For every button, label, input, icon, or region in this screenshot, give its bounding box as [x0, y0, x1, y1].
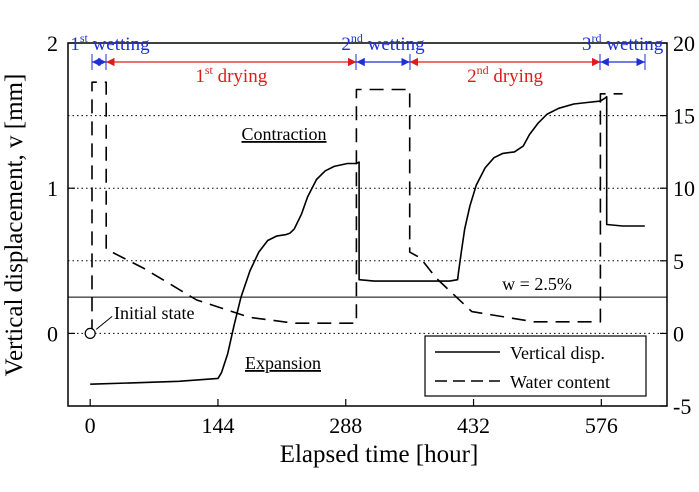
y2-tick-label: 0 [673, 321, 684, 346]
series-vertical-disp [90, 95, 645, 385]
series-water-content [91, 81, 623, 334]
phase-label-wetting: 2nd wetting [341, 31, 425, 55]
y2-tick-label: 15 [673, 104, 695, 129]
x-tick-label: 288 [329, 413, 362, 438]
phase-ordinal-suffix: nd [351, 31, 363, 45]
y2-tick-label: 5 [673, 249, 684, 274]
phase-ordinal-suffix: st [80, 31, 89, 45]
y-tick-label: 0 [47, 321, 58, 346]
y-tick-label: 1 [47, 176, 58, 201]
phase-number: 1 [195, 66, 205, 87]
phase-number: 1 [70, 34, 80, 55]
x-tick-label: 144 [201, 413, 234, 438]
contraction-label: Contraction [242, 124, 327, 144]
x-axis-label: Elapsed time [hour] [280, 441, 479, 468]
phase-label-drying: 2nd drying [467, 63, 543, 87]
x-tick-label: 0 [85, 413, 96, 438]
phase-ordinal-suffix: st [205, 63, 214, 77]
x-tick-label: 432 [457, 413, 490, 438]
phase-name: wetting [602, 34, 664, 55]
phase-label-wetting: 3rd wetting [582, 31, 664, 55]
legend-item-vertical-disp: Vertical disp. [510, 343, 605, 363]
y-axis-label: Vertical displacement, v [mm] [1, 74, 28, 377]
legend-item-water-content: Water content [510, 372, 610, 392]
phase-name: drying [489, 66, 544, 87]
phase-ordinal-suffix: rd [592, 31, 602, 45]
phase-ordinal-suffix: nd [477, 63, 489, 77]
reference-line-label: w = 2.5% [502, 274, 572, 294]
phase-number: 2 [341, 34, 351, 55]
x-tick-label: 576 [585, 413, 618, 438]
initial-state-marker [84, 327, 96, 339]
phase-label-wetting: 1st wetting [70, 31, 150, 55]
initial-state-label: Initial state [114, 303, 194, 323]
expansion-label: Expansion [245, 353, 321, 373]
phase-name: wetting [363, 34, 425, 55]
y-tick-label: 2 [47, 31, 58, 56]
phase-label-drying: 1st drying [195, 63, 267, 87]
y2-tick-label: 20 [673, 31, 695, 56]
legend-box [424, 335, 647, 397]
legend: Vertical disp. Water content [424, 335, 647, 397]
phase-name: drying [213, 66, 268, 87]
y2-tick-label: -5 [673, 394, 691, 419]
y2-tick-label: 10 [673, 176, 695, 201]
phase-number: 3 [582, 34, 592, 55]
phase-name: wetting [88, 34, 150, 55]
initial-state-pointer [95, 316, 113, 330]
phase-number: 2 [467, 66, 477, 87]
